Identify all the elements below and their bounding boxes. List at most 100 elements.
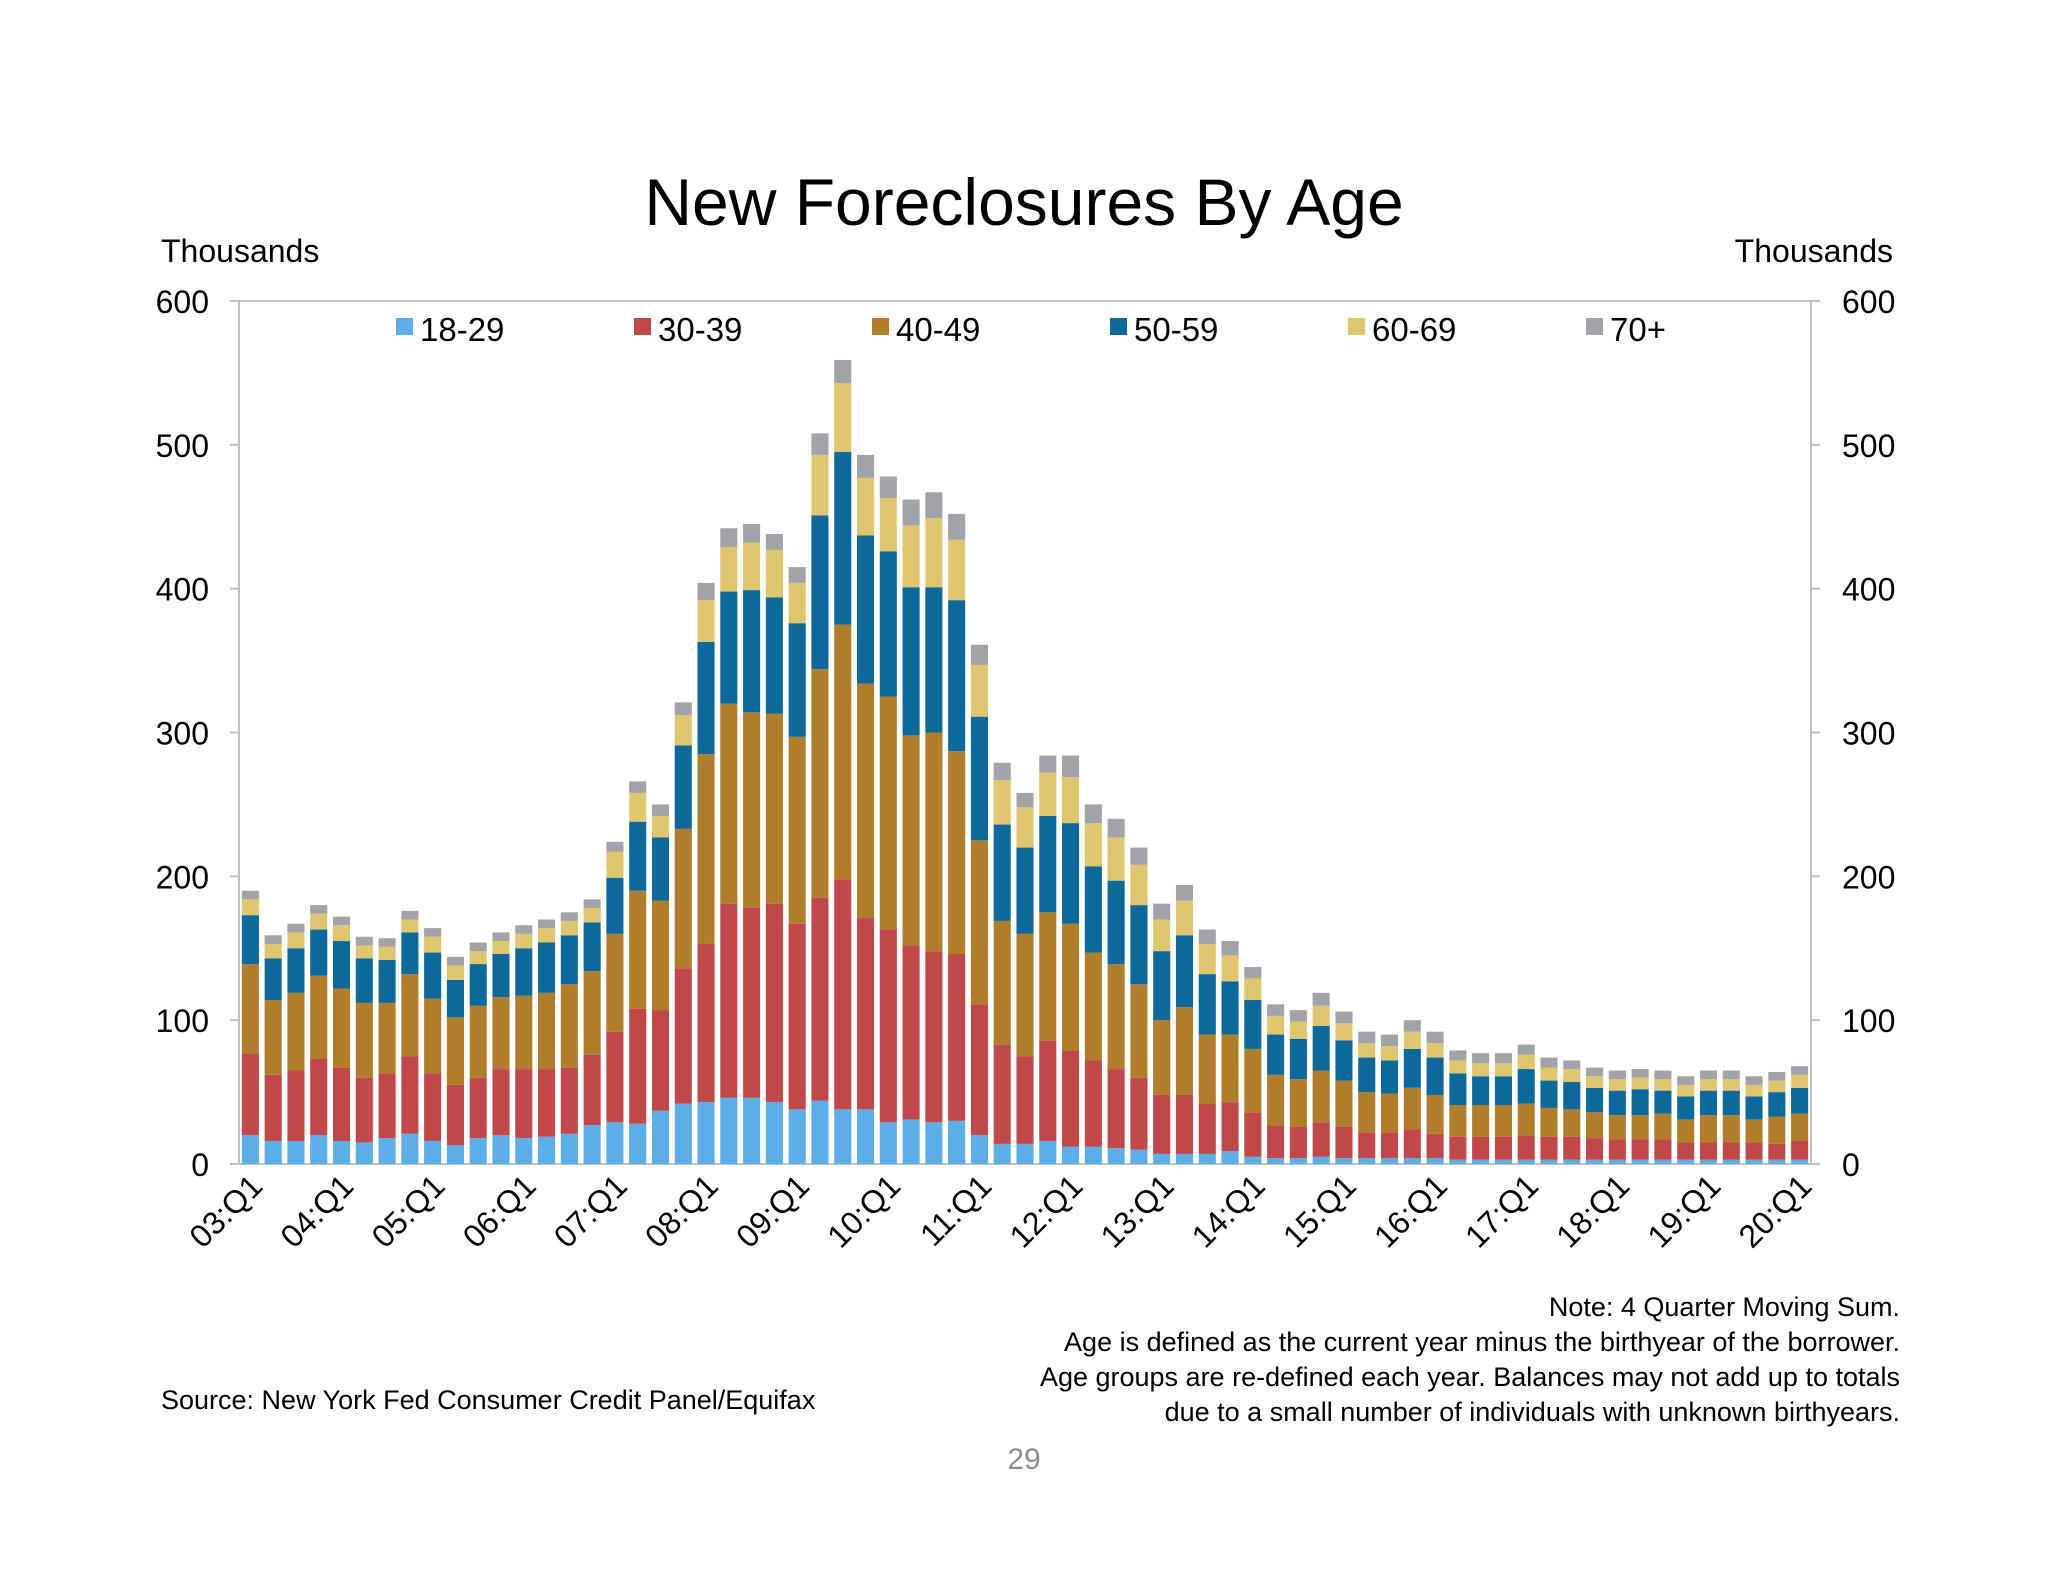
bar-segment-70+-07-Q2 xyxy=(629,781,647,793)
bar-segment-70+-09-Q3 xyxy=(834,359,852,383)
bar-segment-30-39-10-Q4 xyxy=(948,954,966,1121)
bar-segment-18-29-09-Q1 xyxy=(788,1109,806,1164)
bar-segment-18-29-18-Q4 xyxy=(1677,1159,1695,1164)
bar-segment-40-49-13-Q2 xyxy=(1175,1007,1194,1095)
bar-segment-18-29-17-Q2 xyxy=(1540,1159,1558,1164)
x-tick-label: 07:Q1 xyxy=(547,1167,634,1254)
bar-segment-40-49-07-Q2 xyxy=(629,890,647,1009)
bar-segment-50-59-13-Q1 xyxy=(1153,951,1171,1021)
bar-segment-60-69-04-Q1 xyxy=(332,925,351,942)
bar-segment-60-69-06-Q3 xyxy=(560,920,578,936)
bar-segment-18-29-09-Q3 xyxy=(834,1109,852,1164)
bar-segment-50-59-19-Q1 xyxy=(1699,1090,1718,1116)
x-tick-label: 14:Q1 xyxy=(1185,1167,1272,1254)
bar-segment-18-29-03-Q4 xyxy=(310,1135,328,1164)
bar-segment-18-29-14-Q2 xyxy=(1267,1158,1285,1164)
bar-segment-30-39-03-Q1 xyxy=(241,1053,259,1136)
bar-segment-30-39-03-Q2 xyxy=(264,1074,282,1141)
bar-segment-60-69-19-Q4 xyxy=(1768,1080,1786,1093)
bar-segment-40-49-06-Q3 xyxy=(560,984,578,1068)
bar-segment-60-69-10-Q4 xyxy=(948,539,966,601)
bar-segment-40-49-13-Q1 xyxy=(1153,1020,1171,1095)
bar-segment-60-69-11-Q3 xyxy=(1016,807,1034,848)
bar-segment-40-49-10-Q2 xyxy=(902,735,920,946)
bar-segment-30-39-16-Q4 xyxy=(1494,1136,1512,1160)
bar-segment-40-49-04-Q2 xyxy=(355,1002,373,1078)
bar-segment-40-49-03-Q3 xyxy=(287,992,305,1071)
bar-segment-18-29-04-Q4 xyxy=(401,1133,419,1164)
footnotes: Note: 4 Quarter Moving Sum. Age is defin… xyxy=(920,1290,1900,1430)
bar-segment-50-59-04-Q3 xyxy=(378,959,396,1003)
bar-segment-18-29-08-Q3 xyxy=(743,1097,761,1164)
bar-segment-60-69-07-Q3 xyxy=(651,815,670,838)
bar-segment-40-49-17-Q4 xyxy=(1586,1112,1604,1139)
bar-segment-70+-16-Q2 xyxy=(1449,1050,1467,1061)
bar-segment-40-49-07-Q1 xyxy=(606,933,624,1032)
bar-segment-50-59-16-Q1 xyxy=(1426,1057,1444,1095)
bar-segment-40-49-18-Q1 xyxy=(1608,1115,1626,1140)
bar-segment-60-69-18-Q2 xyxy=(1631,1077,1649,1090)
bar-segment-60-69-11-Q1 xyxy=(970,664,988,717)
bar-segment-18-29-17-Q3 xyxy=(1563,1159,1581,1164)
bar-segment-60-69-03-Q2 xyxy=(264,943,282,959)
bar-segment-50-59-07-Q2 xyxy=(629,821,647,891)
bar-segment-60-69-15-Q1 xyxy=(1335,1023,1353,1041)
bar-segment-60-69-19-Q2 xyxy=(1722,1079,1740,1091)
bar-segment-30-39-10-Q2 xyxy=(902,945,920,1120)
bar-segment-70+-12-Q4 xyxy=(1130,847,1148,865)
bar-segment-60-69-04-Q3 xyxy=(378,946,396,960)
bar-segment-40-49-12-Q3 xyxy=(1107,964,1125,1070)
bar-segment-18-29-18-Q3 xyxy=(1654,1159,1672,1164)
bar-segment-50-59-12-Q1 xyxy=(1062,823,1080,924)
bar-segment-40-49-06-Q2 xyxy=(538,992,556,1070)
bar-segment-18-29-12-Q2 xyxy=(1084,1146,1102,1164)
bar-segment-60-69-14-Q2 xyxy=(1267,1015,1285,1035)
bar-segment-50-59-09-Q2 xyxy=(811,515,829,670)
bar-segment-70+-17-Q2 xyxy=(1540,1057,1558,1068)
bar-segment-50-59-03-Q4 xyxy=(310,929,328,976)
bar-segment-50-59-14-Q2 xyxy=(1267,1034,1285,1075)
bar-segment-70+-11-Q2 xyxy=(993,762,1011,780)
bar-segment-40-49-08-Q3 xyxy=(743,712,761,908)
bar-segment-70+-10-Q1 xyxy=(879,476,897,499)
bar-segment-60-69-07-Q2 xyxy=(629,792,647,822)
y-tick-label-right: 0 xyxy=(1842,1147,1860,1183)
bar-segment-50-59-14-Q4 xyxy=(1312,1025,1330,1071)
bar-segment-50-59-07-Q3 xyxy=(651,837,670,901)
bar-segment-40-49-08-Q1 xyxy=(697,754,715,944)
bar-segment-60-69-10-Q2 xyxy=(902,525,920,588)
bar-segment-70+-03-Q1 xyxy=(241,890,259,900)
bar-segment-30-39-05-Q3 xyxy=(469,1077,487,1139)
bar-segment-60-69-04-Q4 xyxy=(401,919,419,933)
bar-segment-50-59-04-Q1 xyxy=(332,941,351,989)
bar-segment-40-49-19-Q3 xyxy=(1745,1119,1763,1143)
legend-label-60-69: 60-69 xyxy=(1372,311,1456,348)
bar-segment-50-59-18-Q3 xyxy=(1654,1090,1672,1114)
legend: 18-29 30-39 40-49 50-59 60-69 70+ xyxy=(396,311,1666,348)
bar-segment-30-39-04-Q3 xyxy=(378,1073,396,1139)
bar-segment-60-69-14-Q4 xyxy=(1312,1005,1330,1026)
bar-segment-30-39-15-Q1 xyxy=(1335,1126,1353,1159)
bar-segment-70+-04-Q2 xyxy=(355,936,373,946)
bar-segment-70+-04-Q3 xyxy=(378,938,396,947)
bar-segment-50-59-09-Q3 xyxy=(834,452,852,625)
bar-segment-50-59-09-Q4 xyxy=(856,535,875,684)
bar-segment-70+-13-Q1 xyxy=(1153,903,1171,920)
bar-segment-40-49-14-Q4 xyxy=(1312,1070,1330,1123)
bar-segment-50-59-16-Q3 xyxy=(1472,1076,1490,1106)
y-tick-label-right: 500 xyxy=(1842,428,1895,464)
bar-segment-30-39-18-Q2 xyxy=(1631,1139,1649,1160)
bar-segment-40-49-16-Q4 xyxy=(1494,1105,1512,1137)
legend-label-50-59: 50-59 xyxy=(1134,311,1218,348)
bar-segment-18-29-11-Q1 xyxy=(970,1135,988,1164)
bar-segment-30-39-17-Q1 xyxy=(1517,1135,1535,1160)
bar-segment-60-69-09-Q2 xyxy=(811,454,829,516)
bar-segment-18-29-10-Q1 xyxy=(879,1122,897,1164)
bar-segment-18-29-11-Q3 xyxy=(1016,1143,1034,1164)
y-tick-label-left: 300 xyxy=(156,716,209,752)
bar-segment-60-69-16-Q2 xyxy=(1449,1060,1467,1074)
bar-segment-70+-06-Q4 xyxy=(583,899,601,908)
bar-segment-70+-20-Q1 xyxy=(1791,1066,1809,1075)
bar-segment-30-39-18-Q3 xyxy=(1654,1139,1672,1160)
x-tick-label: 05:Q1 xyxy=(365,1167,452,1254)
